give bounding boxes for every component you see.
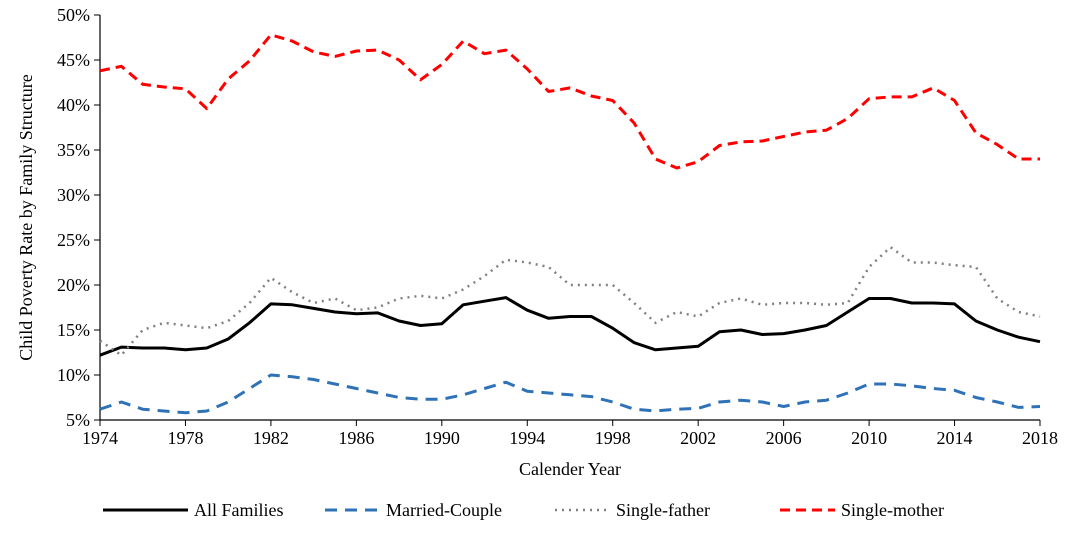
x-axis-label: Calender Year — [519, 459, 621, 479]
legend-label: Single-mother — [841, 500, 944, 520]
x-tick-label: 1990 — [424, 428, 460, 448]
x-tick-label: 2018 — [1022, 428, 1058, 448]
y-tick-label: 5% — [66, 410, 90, 430]
legend-label: Married-Couple — [386, 500, 502, 520]
x-tick-label: 1974 — [82, 428, 118, 448]
x-tick-label: 1982 — [253, 428, 289, 448]
y-tick-label: 30% — [57, 185, 90, 205]
line-chart: 5% 10% 15% 20% 25% 30% 35% 40% 45% 50% 1974 1978 198… — [0, 0, 1083, 547]
y-tick-label: 50% — [57, 5, 90, 25]
legend-label: All Families — [194, 500, 284, 520]
x-tick-label: 1978 — [167, 428, 203, 448]
y-tick-label: 15% — [57, 320, 90, 340]
y-tick-label: 35% — [57, 140, 90, 160]
y-tick-label: 40% — [57, 95, 90, 115]
x-tick-label: 1994 — [509, 428, 545, 448]
y-tick-label: 25% — [57, 230, 90, 250]
y-axis-label: Child Poverty Rate by Family Structure — [16, 74, 36, 360]
legend-label: Single-father — [616, 500, 710, 520]
y-tick-label: 45% — [57, 50, 90, 70]
y-tick-label: 10% — [57, 365, 90, 385]
chart-container: 5% 10% 15% 20% 25% 30% 35% 40% 45% 50% 1974 1978 198… — [0, 0, 1083, 547]
x-tick-label: 2014 — [937, 428, 973, 448]
y-tick-label: 20% — [57, 275, 90, 295]
x-tick-label: 2006 — [766, 428, 802, 448]
x-tick-label: 1998 — [595, 428, 631, 448]
x-tick-label: 2010 — [851, 428, 887, 448]
x-tick-label: 2002 — [680, 428, 716, 448]
x-tick-label: 1986 — [338, 428, 374, 448]
